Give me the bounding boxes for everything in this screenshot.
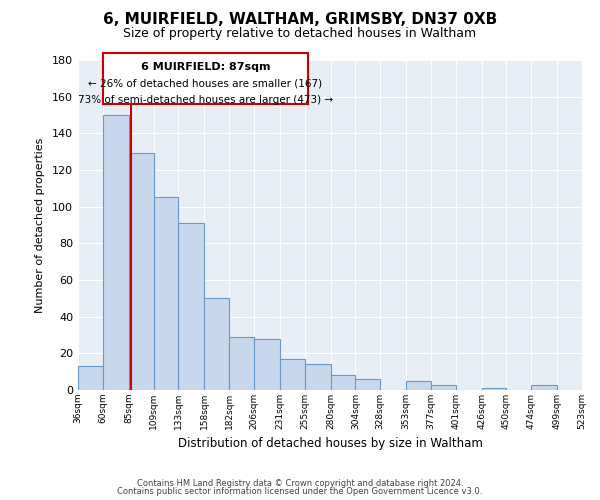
Text: 6, MUIRFIELD, WALTHAM, GRIMSBY, DN37 0XB: 6, MUIRFIELD, WALTHAM, GRIMSBY, DN37 0XB: [103, 12, 497, 28]
Bar: [129, 154, 154, 390]
Bar: [178, 223, 204, 390]
FancyBboxPatch shape: [103, 52, 308, 104]
Bar: [78, 366, 103, 390]
Bar: [154, 198, 178, 390]
Bar: [103, 115, 129, 390]
Bar: [406, 381, 431, 390]
Bar: [331, 376, 355, 390]
Bar: [204, 298, 229, 390]
Bar: [482, 388, 506, 390]
Bar: [355, 379, 380, 390]
Bar: [280, 359, 305, 390]
Text: Contains HM Land Registry data © Crown copyright and database right 2024.: Contains HM Land Registry data © Crown c…: [137, 478, 463, 488]
Bar: [254, 338, 280, 390]
Text: 6 MUIRFIELD: 87sqm: 6 MUIRFIELD: 87sqm: [140, 62, 270, 72]
Bar: [305, 364, 331, 390]
Text: 73% of semi-detached houses are larger (473) →: 73% of semi-detached houses are larger (…: [78, 95, 333, 105]
Bar: [229, 337, 254, 390]
Y-axis label: Number of detached properties: Number of detached properties: [35, 138, 45, 312]
X-axis label: Distribution of detached houses by size in Waltham: Distribution of detached houses by size …: [178, 438, 482, 450]
Bar: [431, 384, 456, 390]
Text: ← 26% of detached houses are smaller (167): ← 26% of detached houses are smaller (16…: [88, 78, 322, 88]
Text: Size of property relative to detached houses in Waltham: Size of property relative to detached ho…: [124, 28, 476, 40]
Bar: [531, 384, 557, 390]
Text: Contains public sector information licensed under the Open Government Licence v3: Contains public sector information licen…: [118, 487, 482, 496]
